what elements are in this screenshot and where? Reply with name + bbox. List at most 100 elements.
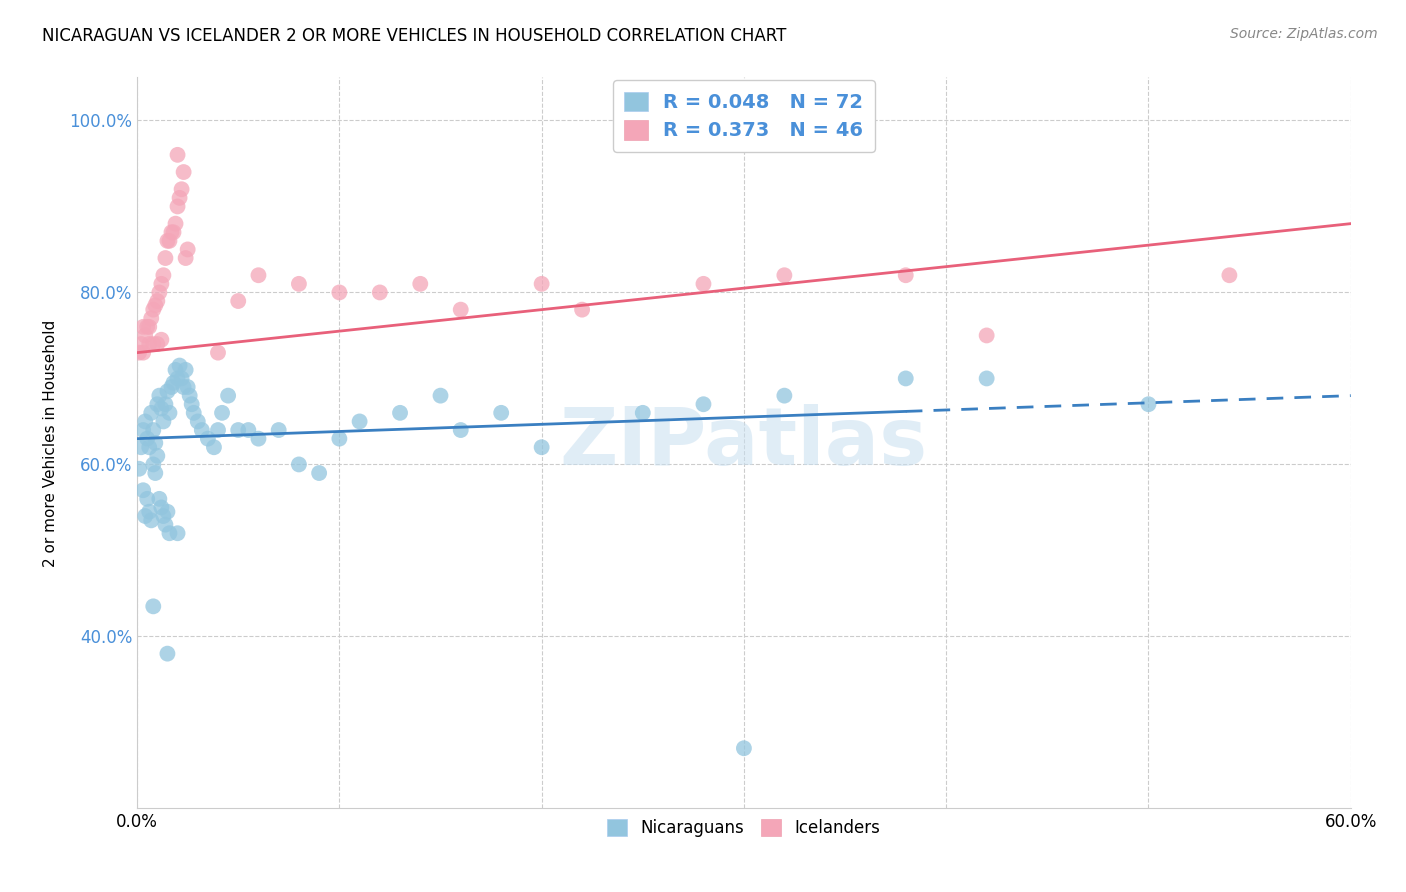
Point [138, 440, 160, 454]
Point [141, 406, 163, 420]
Point [288, 277, 311, 291]
Point [156, 647, 179, 661]
Point [128, 345, 150, 359]
Point [156, 384, 179, 399]
Point [409, 277, 432, 291]
Point [155, 397, 177, 411]
Point [159, 526, 181, 541]
Point [571, 302, 593, 317]
Point [489, 406, 512, 420]
Point [146, 449, 169, 463]
Point [894, 371, 917, 385]
Point [136, 432, 159, 446]
Point [142, 302, 165, 317]
Point [328, 285, 350, 300]
Point [389, 406, 412, 420]
Point [166, 371, 188, 385]
Point [162, 376, 184, 390]
Legend: Nicaraguans, Icelanders: Nicaraguans, Icelanders [600, 813, 887, 844]
Point [138, 337, 160, 351]
Point [207, 423, 229, 437]
Point [159, 234, 181, 248]
Point [530, 440, 553, 454]
Point [142, 458, 165, 472]
Point [146, 397, 169, 411]
Point [773, 389, 796, 403]
Point [174, 363, 197, 377]
Point [148, 389, 170, 403]
Point [156, 234, 179, 248]
Point [156, 505, 179, 519]
Point [134, 414, 156, 428]
Point [169, 191, 191, 205]
Point [142, 423, 165, 437]
Point [160, 225, 183, 239]
Point [202, 440, 225, 454]
Point [894, 268, 917, 283]
Point [247, 268, 270, 283]
Point [141, 311, 163, 326]
Point [129, 337, 152, 351]
Text: Source: ZipAtlas.com: Source: ZipAtlas.com [1230, 27, 1378, 41]
Point [134, 328, 156, 343]
Point [143, 298, 166, 312]
Point [138, 505, 160, 519]
Point [141, 513, 163, 527]
Point [170, 182, 193, 196]
Point [152, 414, 174, 428]
Point [146, 293, 169, 308]
Point [150, 500, 173, 515]
Point [176, 380, 198, 394]
Point [152, 268, 174, 283]
Point [183, 406, 205, 420]
Y-axis label: 2 or more Vehicles in Household: 2 or more Vehicles in Household [44, 319, 58, 566]
Point [191, 423, 214, 437]
Point [368, 285, 391, 300]
Point [160, 380, 183, 394]
Point [226, 423, 249, 437]
Point [238, 423, 260, 437]
Point [132, 319, 155, 334]
Point [450, 302, 472, 317]
Point [169, 359, 191, 373]
Point [155, 517, 177, 532]
Point [150, 277, 173, 291]
Point [129, 440, 152, 454]
Point [143, 466, 166, 480]
Point [267, 423, 290, 437]
Point [165, 217, 187, 231]
Text: NICARAGUAN VS ICELANDER 2 OR MORE VEHICLES IN HOUSEHOLD CORRELATION CHART: NICARAGUAN VS ICELANDER 2 OR MORE VEHICL… [42, 27, 786, 45]
Point [142, 599, 165, 614]
Point [136, 491, 159, 506]
Point [226, 293, 249, 308]
Point [450, 423, 472, 437]
Point [211, 406, 233, 420]
Point [692, 277, 714, 291]
Point [150, 401, 173, 416]
Point [349, 414, 371, 428]
Point [1218, 268, 1240, 283]
Point [166, 199, 188, 213]
Point [179, 389, 201, 403]
Point [159, 406, 181, 420]
Point [128, 461, 150, 475]
Point [773, 268, 796, 283]
Point [173, 380, 195, 394]
Point [187, 414, 209, 428]
Point [166, 148, 188, 162]
Point [138, 319, 160, 334]
Point [132, 423, 155, 437]
Point [692, 397, 714, 411]
Point [134, 509, 156, 524]
Point [150, 333, 173, 347]
Point [631, 406, 654, 420]
Point [247, 432, 270, 446]
Point [180, 397, 202, 411]
Point [429, 389, 451, 403]
Point [197, 432, 219, 446]
Point [288, 458, 311, 472]
Point [165, 363, 187, 377]
Point [152, 509, 174, 524]
Point [733, 741, 755, 756]
Point [170, 371, 193, 385]
